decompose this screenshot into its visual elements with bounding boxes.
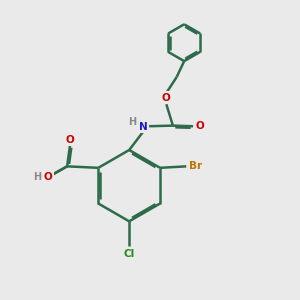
Text: O: O <box>161 93 170 103</box>
Text: Br: Br <box>189 161 202 171</box>
Text: H: H <box>128 117 136 127</box>
Text: Cl: Cl <box>124 249 135 259</box>
Text: O: O <box>195 121 204 131</box>
Text: N: N <box>139 122 148 132</box>
Text: H: H <box>33 172 41 182</box>
Text: H: H <box>36 172 44 182</box>
Text: O: O <box>66 135 74 145</box>
Text: O: O <box>44 172 52 182</box>
